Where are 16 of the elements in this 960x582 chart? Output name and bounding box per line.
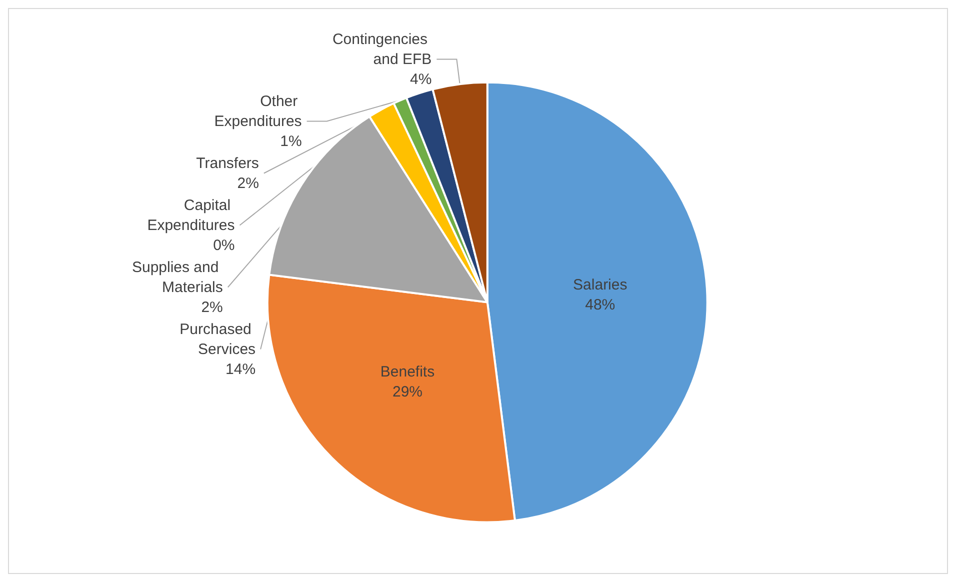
slice-label: Other Expenditures xyxy=(214,92,302,130)
data-label: 2% xyxy=(237,174,259,192)
data-label: 14% xyxy=(226,360,256,378)
data-label: 4% xyxy=(410,70,432,88)
slice-label: Contingencies and EFB xyxy=(332,30,432,68)
slice-label: Salaries xyxy=(573,276,628,294)
category-label: Capital Expenditures xyxy=(147,196,235,234)
data-label: 48% xyxy=(585,296,616,314)
data-label: 2% xyxy=(201,298,223,316)
data-label: 1% xyxy=(280,132,302,150)
text: 0% xyxy=(213,236,235,254)
slice-label: Benefits xyxy=(380,364,435,381)
slice-label: Transfers xyxy=(196,154,259,172)
data-label: 29% xyxy=(392,384,423,401)
slice-label: Purchased Services xyxy=(180,320,256,358)
slice-label: Supplies and Materials xyxy=(132,258,223,296)
